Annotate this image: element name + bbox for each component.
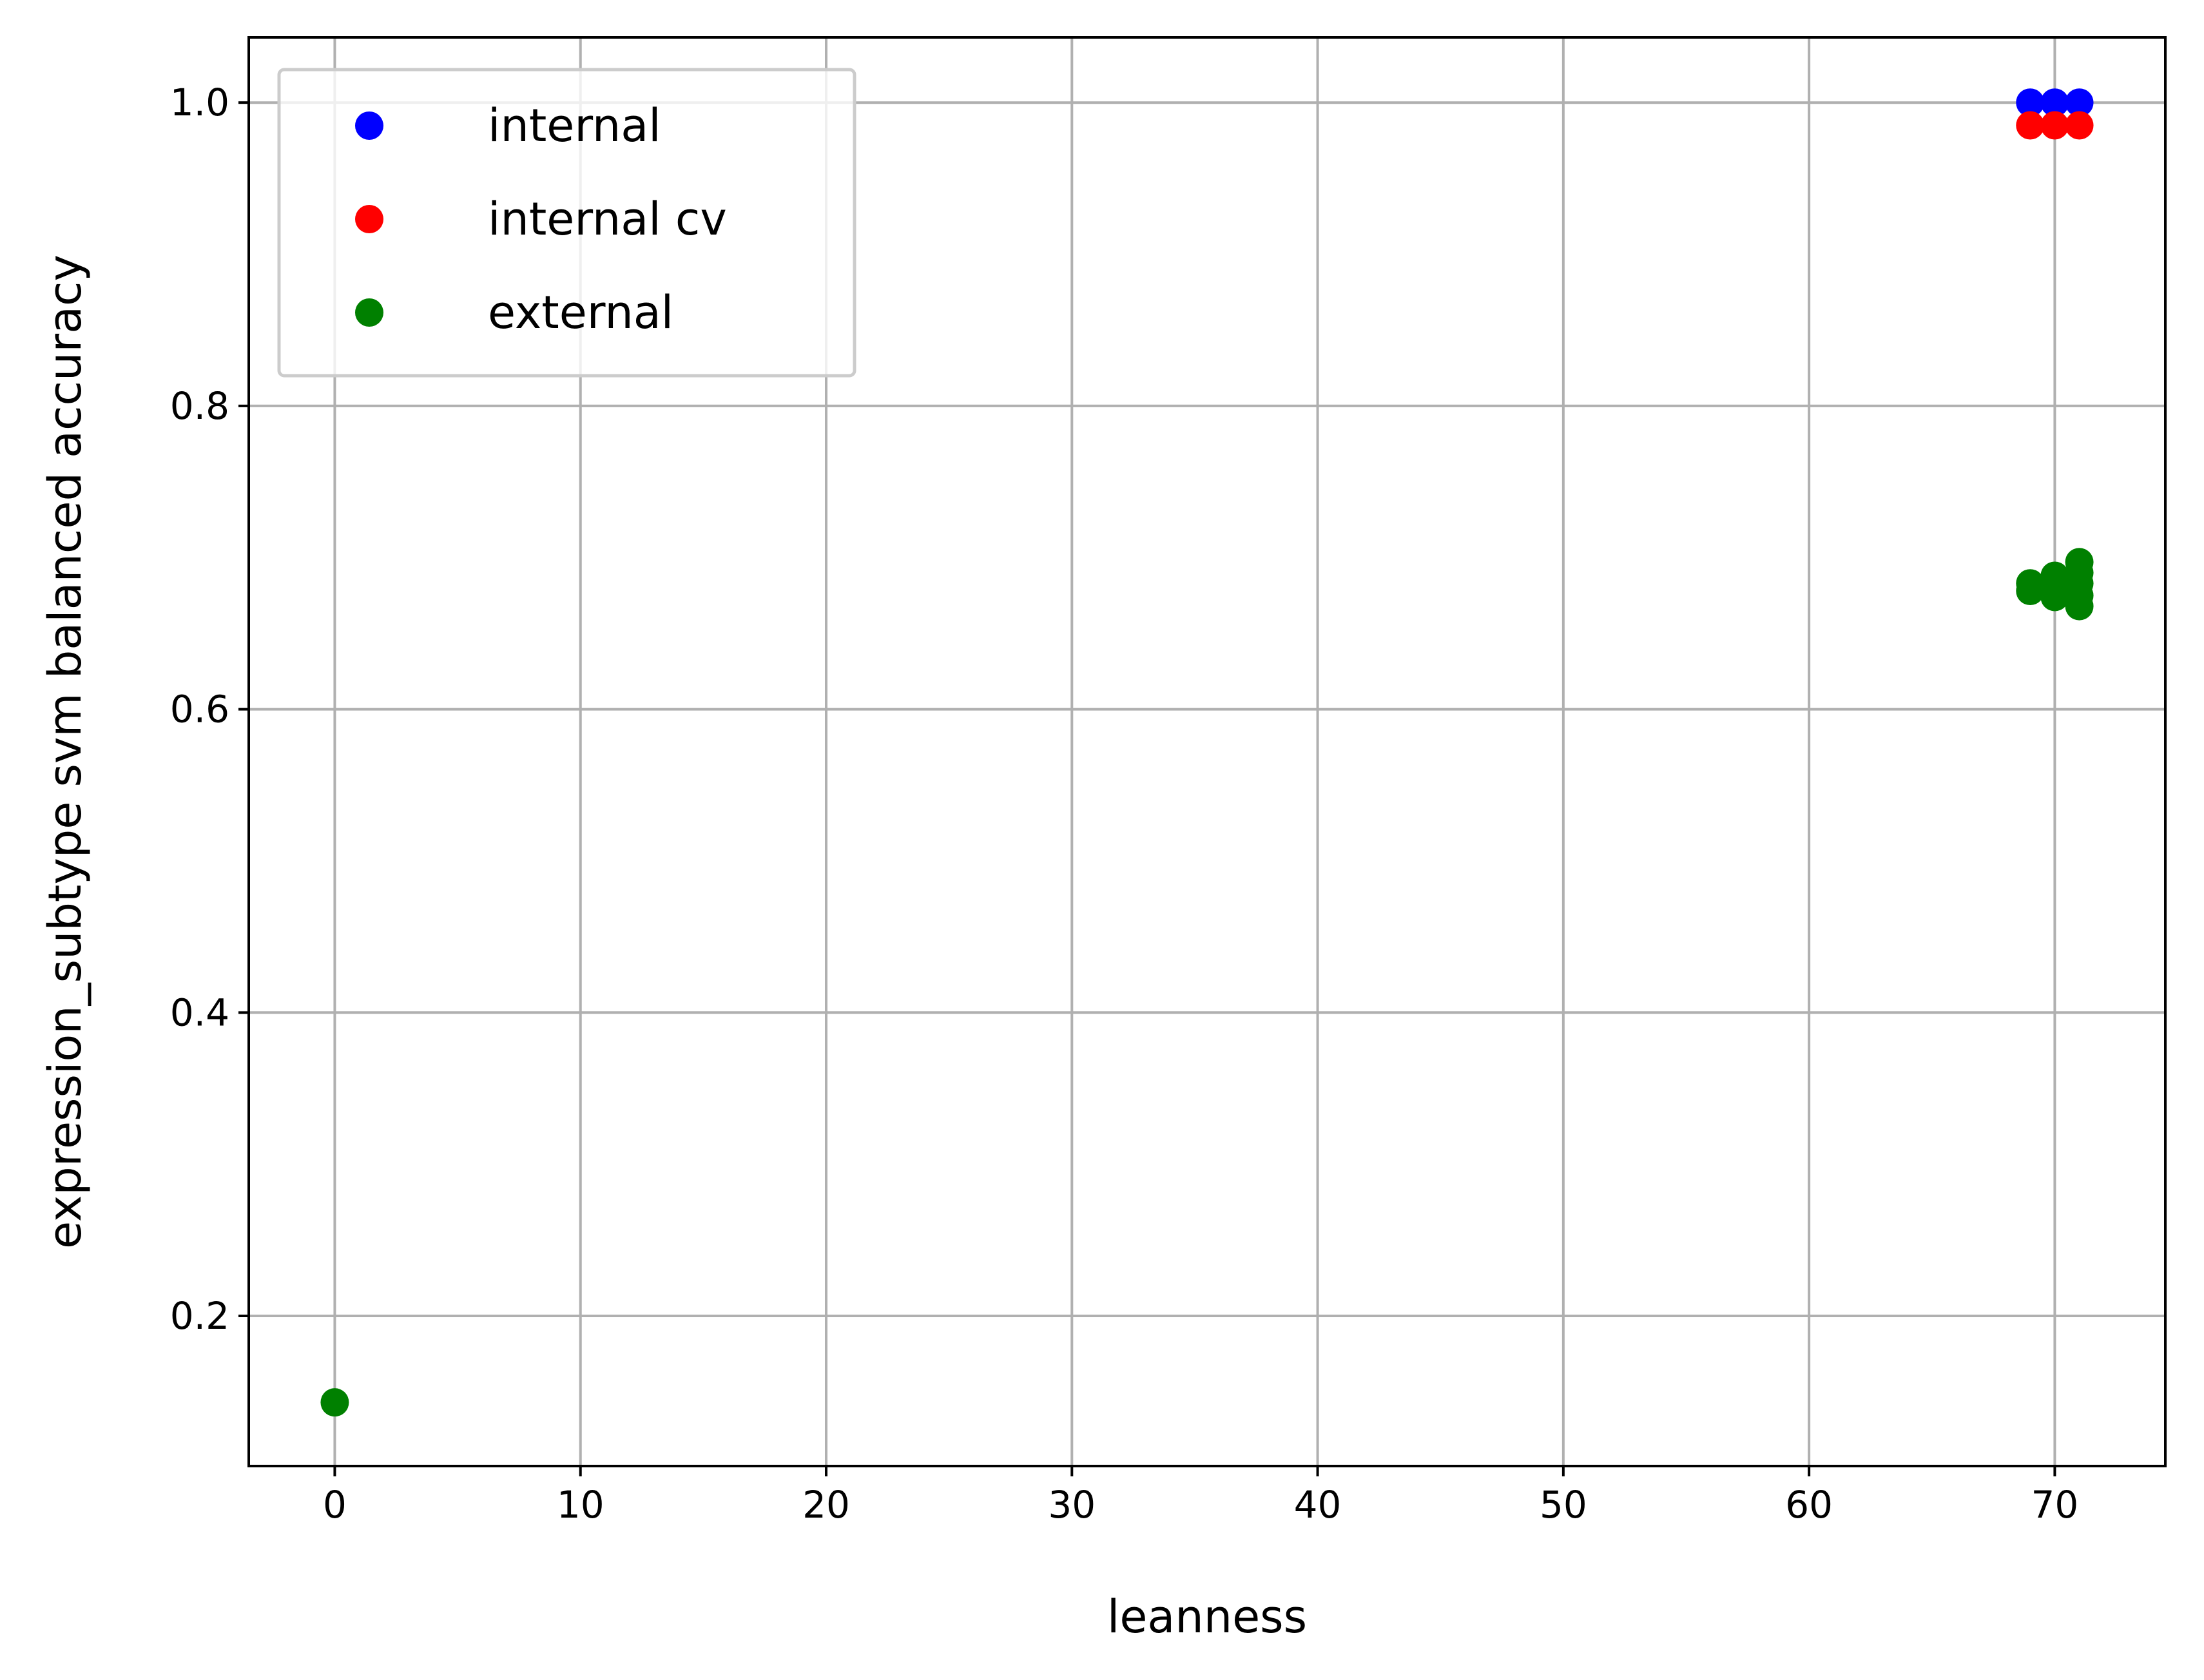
x-tick-label: 50 [1540,1483,1587,1527]
legend-marker [355,205,383,233]
y-axis-label: expression_subtype svm balanced accuracy [39,255,92,1249]
data-point [2065,548,2094,577]
legend-entry-label: internal cv [488,193,727,246]
data-point [2040,111,2069,140]
x-tick-label: 10 [557,1483,604,1527]
plot-area-frame [247,36,2167,1467]
y-tick-label: 1.0 [170,81,229,124]
x-tick-label: 60 [1785,1483,1833,1527]
y-tick-label: 0.2 [170,1294,229,1338]
data-point [2040,561,2069,590]
legend-marker [355,111,383,140]
legend: internal internal cv external [277,68,856,378]
data-point [2040,88,2069,117]
data-point [2065,111,2094,140]
legend-marker [355,298,383,327]
y-tick-label: 0.8 [170,384,229,428]
legend-entry-label: internal [488,99,661,152]
data-point [2016,111,2045,140]
data-points [320,88,2094,1417]
y-tick-label: 0.4 [170,990,229,1034]
x-axis-label: leanness [1107,1590,1307,1643]
legend-entry-label: external [488,286,673,339]
y-tick-label: 0.6 [170,688,229,731]
x-tick-label: 20 [802,1483,850,1527]
data-point [320,1388,349,1417]
x-tick-label: 30 [1048,1483,1096,1527]
legend-box [277,68,856,378]
x-tick-label: 0 [323,1483,347,1527]
data-point [2065,88,2094,117]
x-tick-label: 40 [1294,1483,1342,1527]
data-point [2016,88,2045,117]
data-point [2016,569,2045,598]
axis-ticks: 0 10 20 30 40 50 60 70 0.2 0.4 0.6 0.8 1.0 [170,81,2079,1527]
x-tick-label: 70 [2031,1483,2079,1527]
